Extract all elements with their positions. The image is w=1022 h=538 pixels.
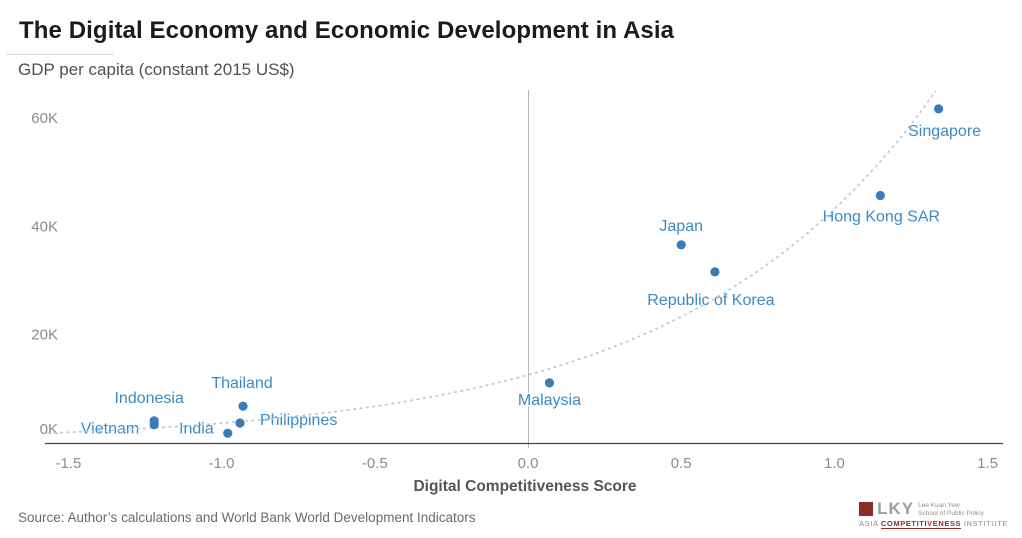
logo-institute-suffix: INSTITUTE (963, 519, 1008, 528)
lkyspp-aci-logo: LKY Lee Kuan Yew School of Public Policy… (859, 499, 1008, 529)
source-caption: Source: Author’s calculations and World … (18, 510, 476, 525)
chart-title: The Digital Economy and Economic Develop… (19, 17, 675, 44)
x-tick-label-0.5: 0.5 (671, 455, 692, 472)
trend-line (46, 90, 937, 434)
x-axis-title: Digital Competitiveness Score (413, 478, 636, 495)
logo-red-square-icon (859, 502, 874, 516)
logo-institute-line: ASIA COMPETITIVENESS INSTITUTE (859, 519, 1008, 529)
x-tick-label-0.0: 0.0 (518, 455, 539, 472)
point-label-india: India (179, 420, 214, 437)
logo-school-line2: School of Public Policy (918, 509, 984, 517)
x-tick-label--1.5: -1.5 (55, 455, 81, 472)
y-tick-label-20K: 20K (31, 327, 58, 344)
point-label-singapore: Singapore (908, 123, 981, 140)
point-label-philippines: Philippines (260, 412, 337, 429)
y-axis-units-subtitle: GDP per capita (constant 2015 US$) (18, 60, 295, 79)
data-point-hong-kong-sar[interactable] (875, 190, 885, 201)
logo-acronym: LKY (877, 499, 915, 518)
data-point-malaysia[interactable] (544, 378, 555, 388)
x-tick-label--1.0: -1.0 (209, 455, 235, 472)
data-point-philippines[interactable] (235, 418, 245, 428)
data-point-singapore[interactable] (933, 104, 944, 114)
y-tick-label-0K: 0K (40, 421, 58, 438)
data-point-republic-of-korea[interactable] (710, 267, 720, 277)
point-label-hong-kong-sar: Hong Kong SAR (823, 209, 940, 226)
x-tick-label--0.5: -0.5 (362, 455, 388, 472)
point-label-thailand: Thailand (211, 375, 272, 392)
x-tick-label-1.5: 1.5 (977, 455, 998, 472)
title-underline (6, 54, 114, 55)
data-point-indonesia[interactable] (149, 416, 159, 426)
data-point-japan[interactable] (676, 240, 686, 250)
scatter-plot: 0K 20K 40K 60K -1.5 -1.0 -0.5 0.0 0.5 1.0 1.5 Digit… (31, 90, 1003, 495)
point-label-indonesia: Indonesia (114, 390, 183, 407)
x-tick-label-1.0: 1.0 (824, 455, 845, 472)
data-point-thailand[interactable] (238, 401, 248, 411)
y-tick-label-40K: 40K (31, 218, 58, 235)
y-tick-label-60K: 60K (31, 110, 58, 127)
logo-school-line1: Lee Kuan Yew (918, 502, 960, 509)
data-point-india[interactable] (223, 428, 233, 438)
logo-institute-highlight: COMPETITIVENESS (880, 519, 962, 529)
logo-institute-prefix: ASIA (859, 519, 879, 528)
point-label-republic-of-korea: Republic of Korea (647, 292, 774, 309)
point-label-japan: Japan (659, 218, 703, 235)
point-label-malaysia: Malaysia (518, 392, 581, 409)
point-label-vietnam: Vietnam (81, 421, 139, 438)
